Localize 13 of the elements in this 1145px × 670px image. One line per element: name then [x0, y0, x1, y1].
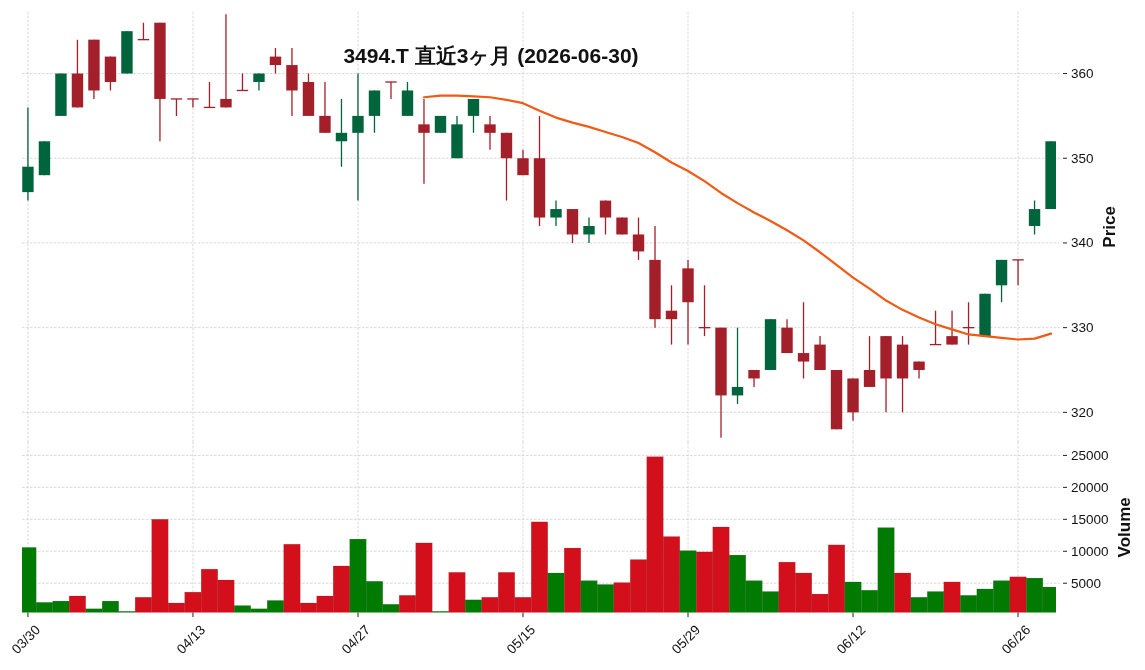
ylabel: Volume — [1115, 497, 1135, 558]
title: 3494.T 直近3ヶ月 (2026-06-30) — [343, 43, 639, 67]
ytick-label: 25000 — [1071, 447, 1109, 463]
ylabel: Price — [1100, 206, 1120, 248]
ytick-label: 350 — [1071, 150, 1094, 166]
ytick-label: 360 — [1071, 66, 1094, 82]
ytick-label: 5000 — [1071, 575, 1102, 591]
ytick-label: 330 — [1071, 320, 1094, 336]
ytick-label: 15000 — [1071, 511, 1109, 527]
ytick-label: 340 — [1071, 235, 1094, 251]
ytick-label: 10000 — [1071, 543, 1109, 559]
ytick-label: 320 — [1071, 404, 1094, 420]
ytick-label: 20000 — [1071, 479, 1109, 495]
